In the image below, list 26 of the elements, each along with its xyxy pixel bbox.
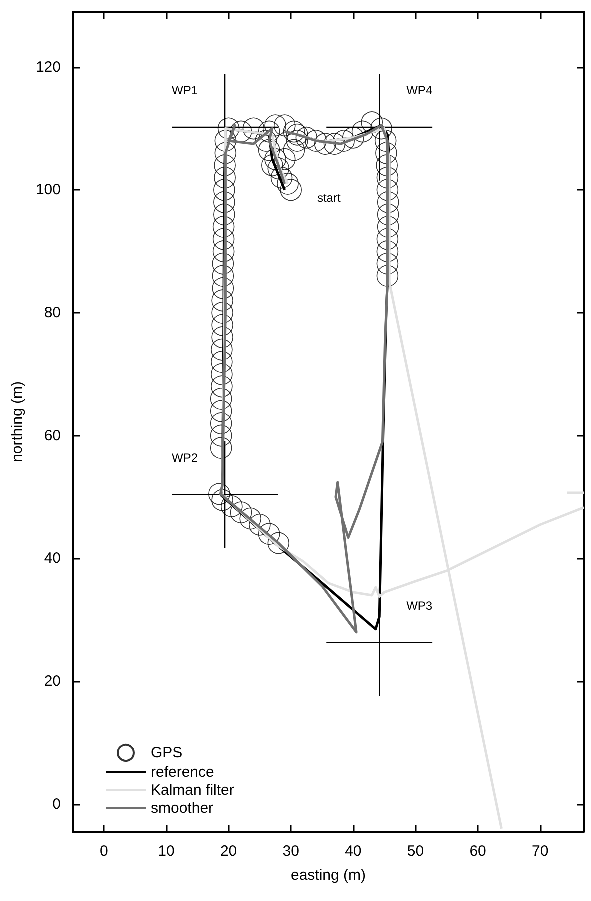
y-tick-label: 40 xyxy=(44,550,61,568)
annotation: start xyxy=(317,191,342,206)
y-tick-label: 100 xyxy=(36,182,61,199)
legend-label: Kalman filter xyxy=(151,782,234,799)
annotation: WP1 xyxy=(172,83,198,98)
annotation: WP2 xyxy=(172,450,198,465)
x-axis-title: easting (m) xyxy=(290,867,366,884)
legend-label: smoother xyxy=(151,800,214,817)
x-tick-label: 10 xyxy=(158,843,175,860)
legend-label: reference xyxy=(151,764,214,781)
annotation: WP3 xyxy=(406,598,433,613)
annotation: WP4 xyxy=(406,83,433,98)
y-tick-label: 80 xyxy=(44,304,61,322)
x-tick-label: 0 xyxy=(100,843,108,860)
y-tick-label: 0 xyxy=(52,796,61,813)
legend-label: GPS xyxy=(151,744,183,762)
y-tick-label: 20 xyxy=(44,673,61,690)
x-tick-label: 50 xyxy=(407,843,424,860)
y-axis-title: northing (m) xyxy=(9,382,26,462)
y-tick-label: 120 xyxy=(36,58,61,76)
x-tick-label: 30 xyxy=(282,843,300,860)
x-tick-label: 70 xyxy=(532,843,549,860)
x-tick-label: 60 xyxy=(470,843,486,860)
x-tick-label: 20 xyxy=(220,843,238,860)
y-tick-label: 60 xyxy=(44,427,61,444)
x-tick-label: 40 xyxy=(345,843,362,860)
